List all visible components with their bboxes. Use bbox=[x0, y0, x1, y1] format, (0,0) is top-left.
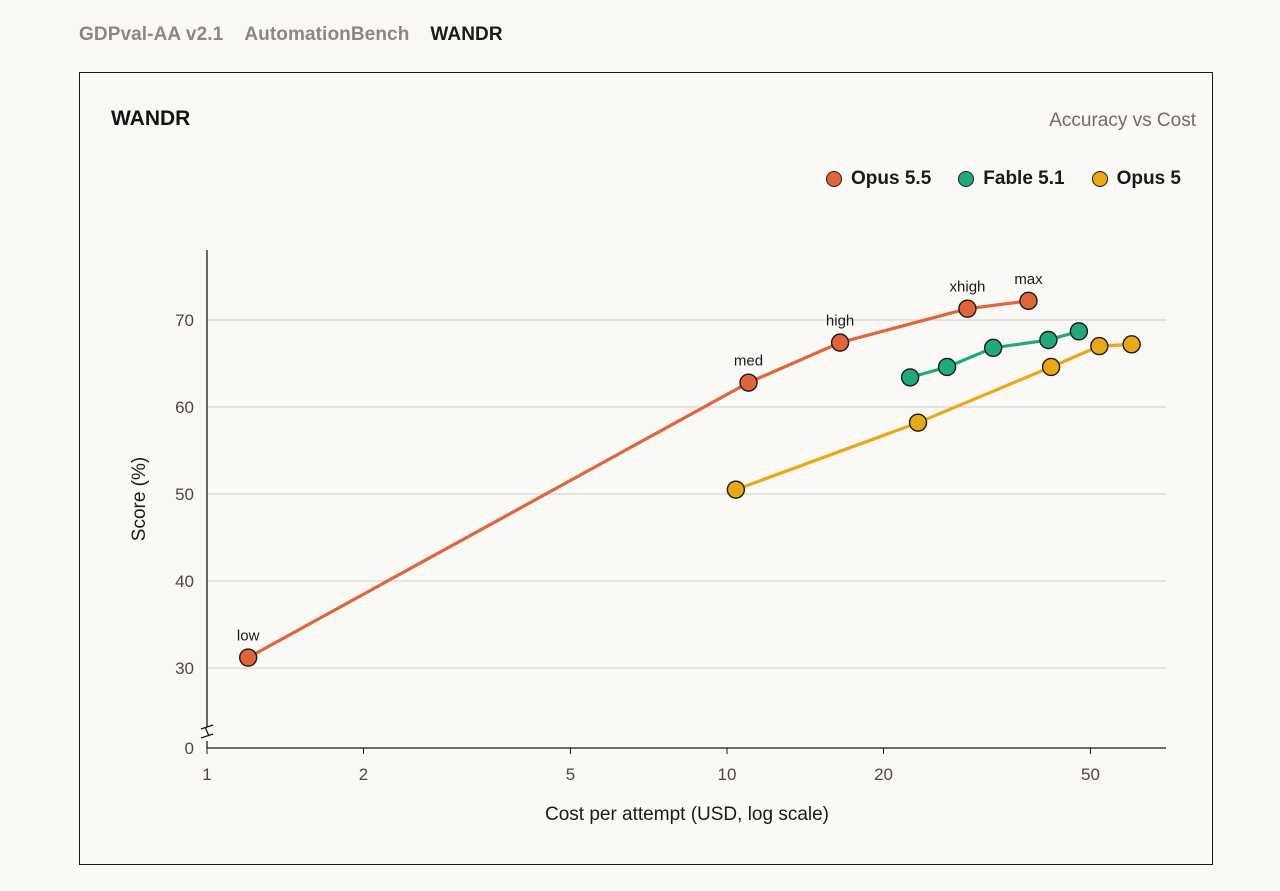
gridlines bbox=[207, 319, 1166, 669]
legend-item-fable-5-1: Fable 5.1 bbox=[958, 168, 1065, 190]
data-point bbox=[1019, 291, 1038, 311]
data-label: med bbox=[734, 353, 763, 370]
data-point bbox=[908, 413, 928, 432]
legend-swatch bbox=[958, 171, 975, 187]
x-tick-label: 20 bbox=[874, 765, 893, 784]
legend-item-opus-5: Opus 5 bbox=[1091, 168, 1181, 190]
y-tick-label: 50 bbox=[175, 485, 194, 504]
data-label: xhigh bbox=[950, 279, 986, 296]
data-label: low bbox=[237, 628, 260, 645]
chart-subtitle: Accuracy vs Cost bbox=[1049, 110, 1196, 131]
axes: 0 30 40 50 60 70 1 2 5 10 20 50 Cost per attempt (US… bbox=[129, 250, 1166, 825]
data-point bbox=[1041, 357, 1061, 377]
data-point bbox=[937, 357, 957, 377]
data-label: max bbox=[1014, 271, 1043, 288]
y-axis-title: Score (%) bbox=[129, 457, 150, 541]
tab-automationbench[interactable]: AutomationBench bbox=[244, 24, 410, 45]
data-point bbox=[238, 648, 258, 667]
data-label: high bbox=[826, 313, 854, 330]
data-point bbox=[739, 373, 758, 392]
data-point bbox=[900, 368, 920, 387]
data-points bbox=[238, 291, 1141, 667]
y-tick-label: 30 bbox=[175, 659, 194, 678]
benchmark-tabs: GDPval-AA v2.1 AutomationBench WANDR bbox=[79, 24, 503, 46]
data-point bbox=[983, 338, 1003, 358]
data-point bbox=[958, 299, 977, 318]
legend-label: Opus 5 bbox=[1116, 168, 1181, 189]
series-line-2 bbox=[734, 342, 1134, 492]
x-tick-label: 5 bbox=[566, 765, 575, 784]
tab-gdpval[interactable]: GDPval-AA v2.1 bbox=[79, 24, 224, 45]
legend-label: Fable 5.1 bbox=[983, 168, 1065, 189]
chart-card: WANDR Accuracy vs Cost Opus 5.5 Fable 5.… bbox=[79, 72, 1213, 865]
series-line-0 bbox=[246, 299, 1031, 660]
data-point bbox=[1122, 335, 1141, 354]
data-point bbox=[1090, 336, 1109, 356]
y-tick-label: 40 bbox=[175, 572, 194, 591]
legend-swatch bbox=[1091, 171, 1108, 187]
axis-break-icon bbox=[200, 724, 214, 739]
tab-wandr[interactable]: WANDR bbox=[430, 24, 503, 45]
chart-legend: Opus 5.5 Fable 5.1 Opus 5 bbox=[826, 168, 1181, 190]
legend-label: Opus 5.5 bbox=[851, 168, 932, 189]
x-tick-label: 1 bbox=[202, 765, 211, 784]
chart-title: WANDR bbox=[111, 107, 191, 130]
legend-swatch bbox=[826, 171, 843, 187]
data-point bbox=[726, 480, 746, 499]
data-point bbox=[830, 333, 850, 352]
y-tick-label: 70 bbox=[175, 311, 194, 330]
y-tick-label: 0 bbox=[185, 739, 194, 758]
x-tick-label: 10 bbox=[718, 765, 737, 784]
data-point bbox=[1039, 330, 1058, 350]
x-tick-label: 2 bbox=[359, 765, 368, 784]
point-labels: low med high xhigh max bbox=[237, 271, 1043, 645]
x-tick-label: 50 bbox=[1081, 765, 1100, 784]
legend-item-opus-5-5: Opus 5.5 bbox=[826, 168, 931, 190]
x-axis-title: Cost per attempt (USD, log scale) bbox=[545, 804, 829, 825]
y-tick-label: 60 bbox=[175, 398, 194, 417]
data-point bbox=[1069, 322, 1089, 341]
